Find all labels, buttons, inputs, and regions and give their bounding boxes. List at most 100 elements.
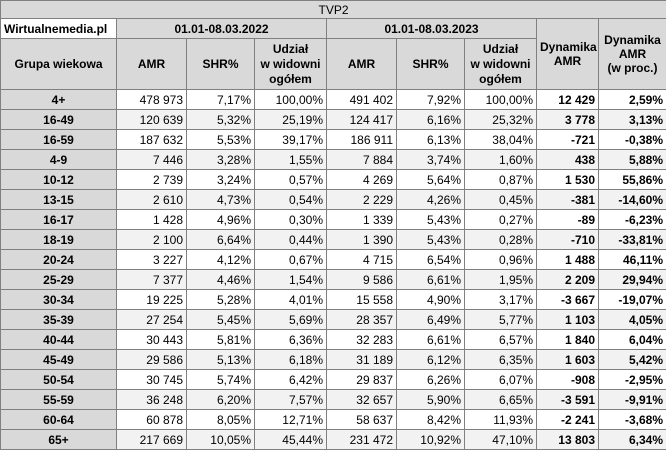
amr-2023-cell: 1 390: [327, 230, 397, 250]
share-2022-cell: 5,69%: [255, 310, 327, 330]
share-2023-cell: 0,27%: [465, 210, 537, 230]
amr-2022-cell: 29 586: [117, 350, 187, 370]
shr-2023-cell: 6,61%: [397, 330, 465, 350]
amr-2022-cell: 30 745: [117, 370, 187, 390]
dynamics-amr-cell: 1 603: [537, 350, 599, 370]
share-2023-cell: 0,87%: [465, 170, 537, 190]
shr-2022-cell: 8,05%: [187, 410, 255, 430]
amr-2022-cell: 2 100: [117, 230, 187, 250]
amr-2023-header: AMR: [327, 39, 397, 90]
share-2022-header-line2: w widowni: [261, 57, 321, 71]
age-group-cell: 30-34: [1, 290, 117, 310]
amr-2022-cell: 30 443: [117, 330, 187, 350]
shr-2022-cell: 4,96%: [187, 210, 255, 230]
age-group-cell: 60-64: [1, 410, 117, 430]
amr-2023-cell: 32 657: [327, 390, 397, 410]
dynamics-pct-cell: 6,04%: [599, 330, 666, 350]
amr-2023-cell: 491 402: [327, 90, 397, 110]
shr-2023-cell: 6,26%: [397, 370, 465, 390]
share-2022-cell: 100,00%: [255, 90, 327, 110]
amr-2023-cell: 4 269: [327, 170, 397, 190]
share-2023-cell: 38,04%: [465, 130, 537, 150]
age-group-cell: 65+: [1, 430, 117, 450]
dynamics-amr-cell: -381: [537, 190, 599, 210]
group-header: Grupa wiekowa: [1, 39, 117, 90]
share-2023-cell: 47,10%: [465, 430, 537, 450]
share-2023-cell: 3,17%: [465, 290, 537, 310]
amr-2022-cell: 3 227: [117, 250, 187, 270]
shr-2023-cell: 6,49%: [397, 310, 465, 330]
dynamics-amr-cell: 1 530: [537, 170, 599, 190]
shr-2023-cell: 6,54%: [397, 250, 465, 270]
dynamics-pct-cell: -33,81%: [599, 230, 666, 250]
share-2022-cell: 0,54%: [255, 190, 327, 210]
share-2022-cell: 1,55%: [255, 150, 327, 170]
share-2023-cell: 0,45%: [465, 190, 537, 210]
shr-2022-cell: 6,64%: [187, 230, 255, 250]
dynamics-pct-cell: 4,05%: [599, 310, 666, 330]
amr-2023-cell: 4 715: [327, 250, 397, 270]
dynamics-amr-cell: 12 429: [537, 90, 599, 110]
amr-2022-cell: 187 632: [117, 130, 187, 150]
share-2022-cell: 1,54%: [255, 270, 327, 290]
age-group-cell: 16-17: [1, 210, 117, 230]
shr-2022-cell: 5,81%: [187, 330, 255, 350]
amr-2023-cell: 231 472: [327, 430, 397, 450]
shr-2022-cell: 4,73%: [187, 190, 255, 210]
amr-2022-cell: 478 973: [117, 90, 187, 110]
shr-2023-cell: 10,92%: [397, 430, 465, 450]
amr-2022-cell: 2 739: [117, 170, 187, 190]
period-2023: 01.01-08.03.2023: [327, 19, 537, 39]
amr-2022-cell: 27 254: [117, 310, 187, 330]
share-2023-cell: 6,07%: [465, 370, 537, 390]
shr-2023-cell: 6,12%: [397, 350, 465, 370]
dynamics-pct-cell: -9,91%: [599, 390, 666, 410]
age-group-cell: 10-12: [1, 170, 117, 190]
share-2023-cell: 6,35%: [465, 350, 537, 370]
shr-2023-cell: 5,43%: [397, 230, 465, 250]
amr-2023-cell: 9 586: [327, 270, 397, 290]
age-group-cell: 40-44: [1, 330, 117, 350]
dynamics-pct-cell: -0,38%: [599, 130, 666, 150]
age-group-cell: 4+: [1, 90, 117, 110]
share-2022-header-line1: Udział: [273, 42, 308, 56]
dynamics-pct-header: Dynamika AMR (w proc.): [599, 19, 666, 90]
shr-2023-cell: 4,90%: [397, 290, 465, 310]
share-2023-cell: 100,00%: [465, 90, 537, 110]
amr-2022-cell: 120 639: [117, 110, 187, 130]
amr-2022-cell: 36 248: [117, 390, 187, 410]
amr-2023-cell: 7 884: [327, 150, 397, 170]
share-2022-header: Udział w widowni ogółem: [255, 39, 327, 90]
age-group-cell: 18-19: [1, 230, 117, 250]
dynamics-pct-header-line2: AMR: [619, 47, 646, 61]
shr-2023-cell: 8,42%: [397, 410, 465, 430]
share-2023-header-line3: ogółem: [479, 72, 522, 86]
dynamics-amr-cell: 2 209: [537, 270, 599, 290]
share-2022-cell: 6,42%: [255, 370, 327, 390]
shr-2022-cell: 6,20%: [187, 390, 255, 410]
amr-2023-cell: 32 283: [327, 330, 397, 350]
amr-2023-cell: 186 911: [327, 130, 397, 150]
dynamics-amr-cell: -3 667: [537, 290, 599, 310]
dynamics-amr-cell: -710: [537, 230, 599, 250]
amr-2022-cell: 60 878: [117, 410, 187, 430]
shr-2022-cell: 5,28%: [187, 290, 255, 310]
share-2022-cell: 4,01%: [255, 290, 327, 310]
shr-2022-cell: 5,32%: [187, 110, 255, 130]
dynamics-amr-header-line2: AMR: [554, 54, 581, 68]
dynamics-pct-cell: 2,59%: [599, 90, 666, 110]
dynamics-amr-cell: 1 103: [537, 310, 599, 330]
dynamics-amr-cell: -89: [537, 210, 599, 230]
dynamics-amr-cell: 13 803: [537, 430, 599, 450]
shr-2022-cell: 10,05%: [187, 430, 255, 450]
shr-2022-cell: 5,74%: [187, 370, 255, 390]
share-2023-cell: 0,28%: [465, 230, 537, 250]
